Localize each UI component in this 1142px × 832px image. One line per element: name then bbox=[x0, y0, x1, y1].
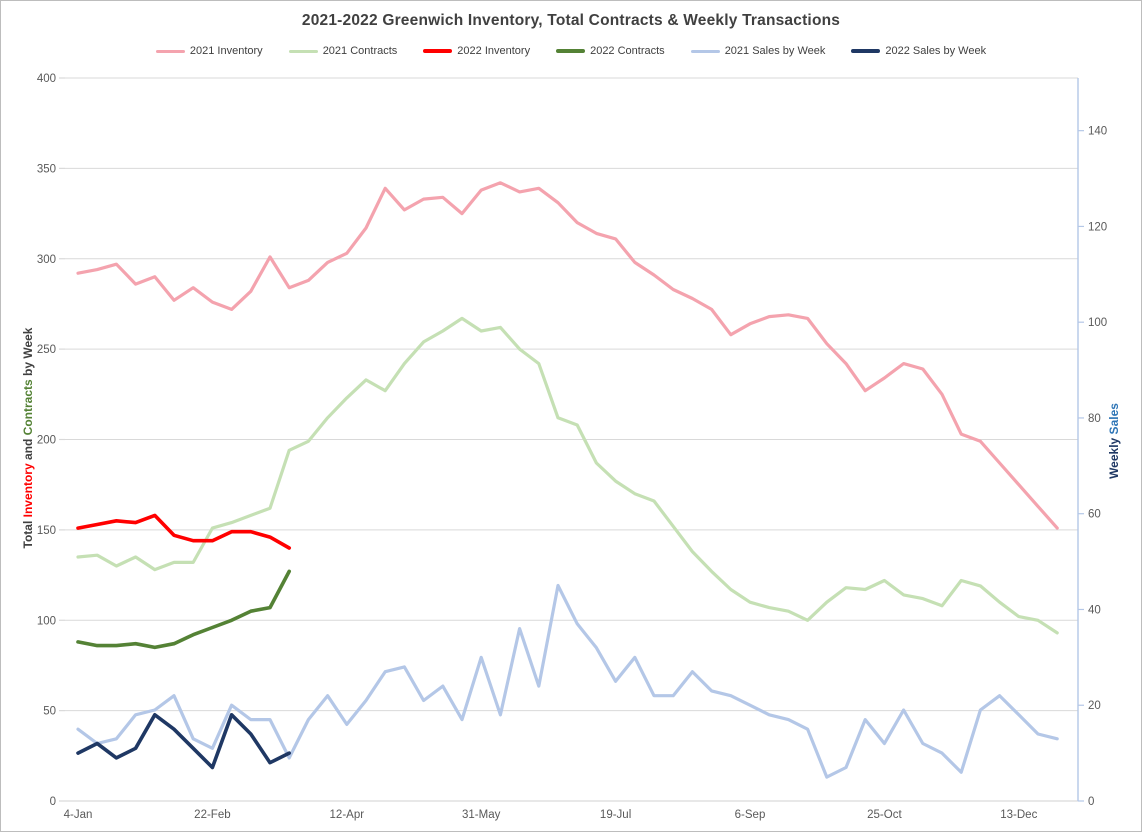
right-axis-tick-label: 120 bbox=[1088, 221, 1107, 233]
series-line-2022-sales-by-week bbox=[76, 712, 292, 770]
left-axis-tick-label: 100 bbox=[37, 615, 56, 627]
legend-label: 2022 Inventory bbox=[457, 45, 531, 57]
right-axis-tick-label: 140 bbox=[1088, 126, 1107, 138]
right-axis-tick-label: 20 bbox=[1088, 700, 1101, 712]
series-line-2021-sales-by-week bbox=[76, 583, 1059, 779]
left-axis-tick-label: 350 bbox=[37, 163, 56, 175]
right-axis-tick-label: 40 bbox=[1088, 604, 1101, 616]
left-axis-tick-label: 50 bbox=[43, 706, 56, 718]
legend-line-swatch bbox=[423, 49, 453, 53]
x-axis-tick-label: 19-Jul bbox=[600, 809, 631, 821]
right-axis-title-segment: Weekly bbox=[1107, 434, 1121, 479]
right-axis-tick-label: 60 bbox=[1088, 509, 1101, 521]
series-line-2022-contracts bbox=[76, 569, 292, 650]
chart-title: 2021-2022 Greenwich Inventory, Total Con… bbox=[301, 12, 841, 29]
legend-label: 2021 Contracts bbox=[322, 45, 398, 57]
legend-item-2021-inventory: 2021 Inventory bbox=[155, 45, 263, 57]
series-line-2021-inventory bbox=[76, 181, 1059, 530]
series-line-2022-inventory bbox=[76, 513, 292, 550]
series-line-2021-contracts bbox=[76, 316, 1059, 635]
legend-label: 2022 Sales by Week bbox=[885, 45, 987, 57]
right-axis-tick-label: 0 bbox=[1088, 796, 1094, 808]
left-axis-tick-label: 200 bbox=[37, 435, 56, 447]
right-axis-title-segment: Sales bbox=[1107, 403, 1121, 435]
legend-line-swatch bbox=[155, 49, 185, 53]
x-axis-tick-label: 4-Jan bbox=[64, 809, 93, 821]
legend-label: 2021 Inventory bbox=[189, 45, 263, 57]
left-axis-title-segment: Contracts bbox=[21, 379, 35, 436]
right-axis-tick-label: 80 bbox=[1088, 413, 1101, 425]
x-axis-tick-label: 13-Dec bbox=[1000, 809, 1037, 821]
legend-item-2022-inventory: 2022 Inventory bbox=[423, 45, 530, 57]
legend-line-swatch bbox=[690, 49, 720, 53]
legend-item-2021-sales-by-week: 2021 Sales by Week bbox=[690, 45, 826, 57]
legend-line-swatch bbox=[556, 49, 586, 53]
left-axis-title-segment: and bbox=[21, 435, 35, 464]
x-axis-tick-label: 25-Oct bbox=[867, 809, 902, 821]
left-axis-tick-label: 0 bbox=[50, 796, 56, 808]
legend-line-swatch bbox=[288, 49, 318, 53]
left-axis-tick-label: 300 bbox=[37, 254, 56, 266]
left-axis-title-segment: Total bbox=[21, 517, 35, 549]
legend-item-2021-contracts: 2021 Contracts bbox=[288, 45, 398, 57]
left-axis-tick-label: 250 bbox=[37, 344, 56, 356]
legend-item-2022-contracts: 2022 Contracts bbox=[556, 45, 665, 57]
legend-line-swatch bbox=[851, 49, 881, 53]
x-axis-tick-label: 12-Apr bbox=[330, 809, 365, 821]
chart-legend: 2021 Inventory 2021 Contracts 2022 Invento… bbox=[1, 45, 1141, 57]
left-axis-tick-label: 150 bbox=[37, 525, 56, 537]
legend-item-2022-sales-by-week: 2022 Sales by Week bbox=[851, 45, 986, 57]
left-axis-tick-label: 400 bbox=[37, 73, 56, 85]
x-axis-tick-label: 22-Feb bbox=[194, 809, 230, 821]
right-axis-tick-label: 100 bbox=[1088, 317, 1107, 329]
legend-label: 2022 Contracts bbox=[590, 45, 665, 57]
left-axis-title-segment: Inventory bbox=[21, 463, 35, 518]
left-axis-title: Total Inventory and Contracts by Week bbox=[21, 328, 35, 549]
legend-label: 2021 Sales by Week bbox=[724, 45, 826, 57]
left-axis-title-segment: by Week bbox=[21, 327, 35, 380]
x-axis-tick-label: 31-May bbox=[462, 809, 501, 821]
right-axis-title: Weekly Sales bbox=[1107, 403, 1121, 479]
x-axis-tick-label: 6-Sep bbox=[735, 809, 766, 821]
